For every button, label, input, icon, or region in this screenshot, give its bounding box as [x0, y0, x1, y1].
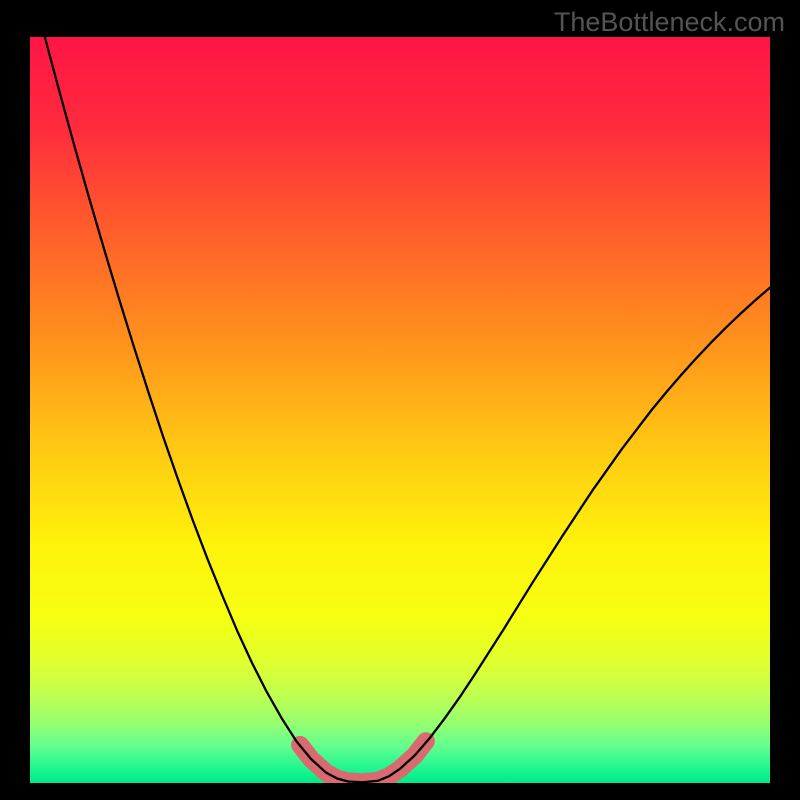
plot-background-gradient — [30, 37, 770, 783]
bottleneck-curve-chart — [0, 0, 800, 800]
chart-canvas: TheBottleneck.com — [0, 0, 800, 800]
